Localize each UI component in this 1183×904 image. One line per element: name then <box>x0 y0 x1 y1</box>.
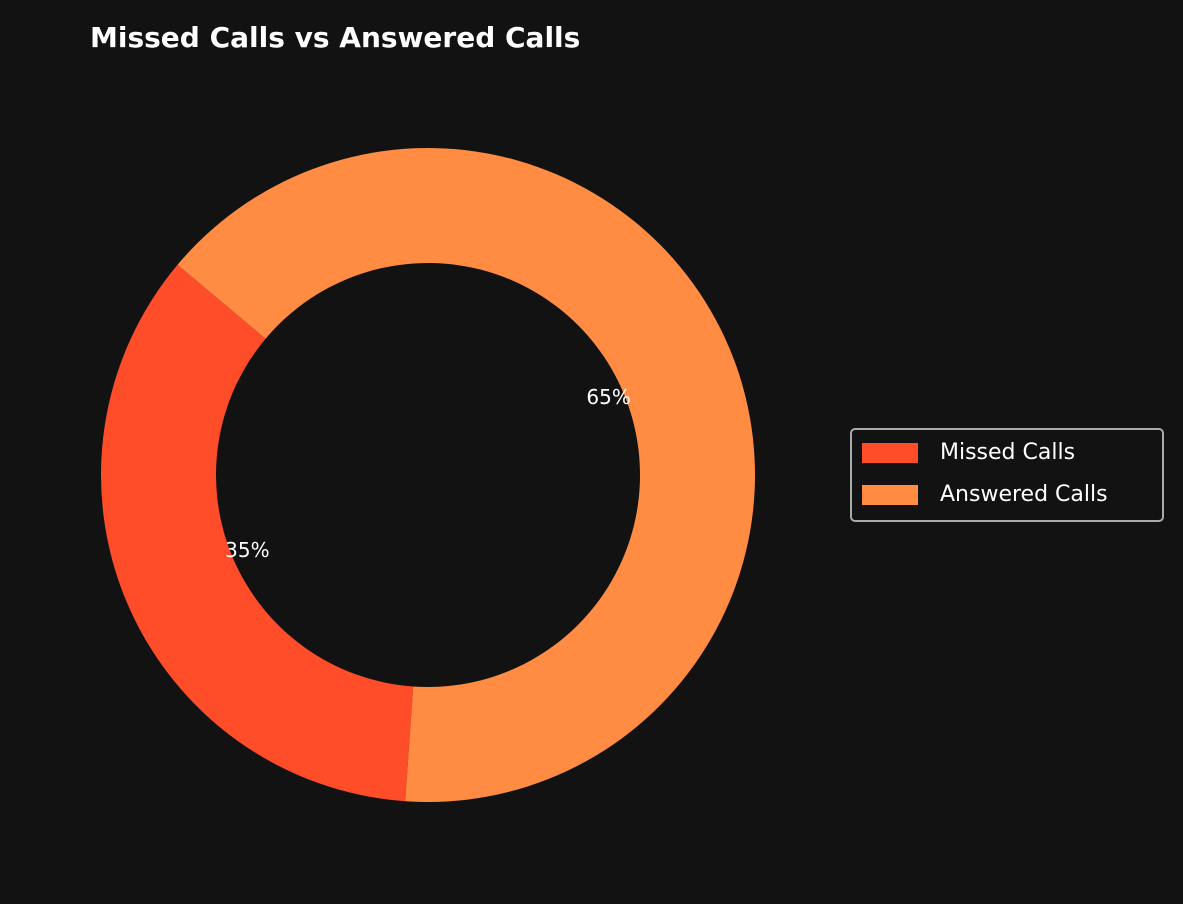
value-label: 35% <box>225 538 269 562</box>
legend-label: Missed Calls <box>940 440 1075 465</box>
legend-label: Answered Calls <box>940 482 1108 507</box>
donut-slice <box>177 147 755 802</box>
value-label: 65% <box>586 385 630 409</box>
legend-swatch <box>862 443 918 463</box>
donut-slice <box>101 264 414 802</box>
legend-swatch <box>862 485 918 505</box>
chart-title: Missed Calls vs Answered Calls <box>90 21 580 54</box>
legend-box <box>850 428 1164 522</box>
